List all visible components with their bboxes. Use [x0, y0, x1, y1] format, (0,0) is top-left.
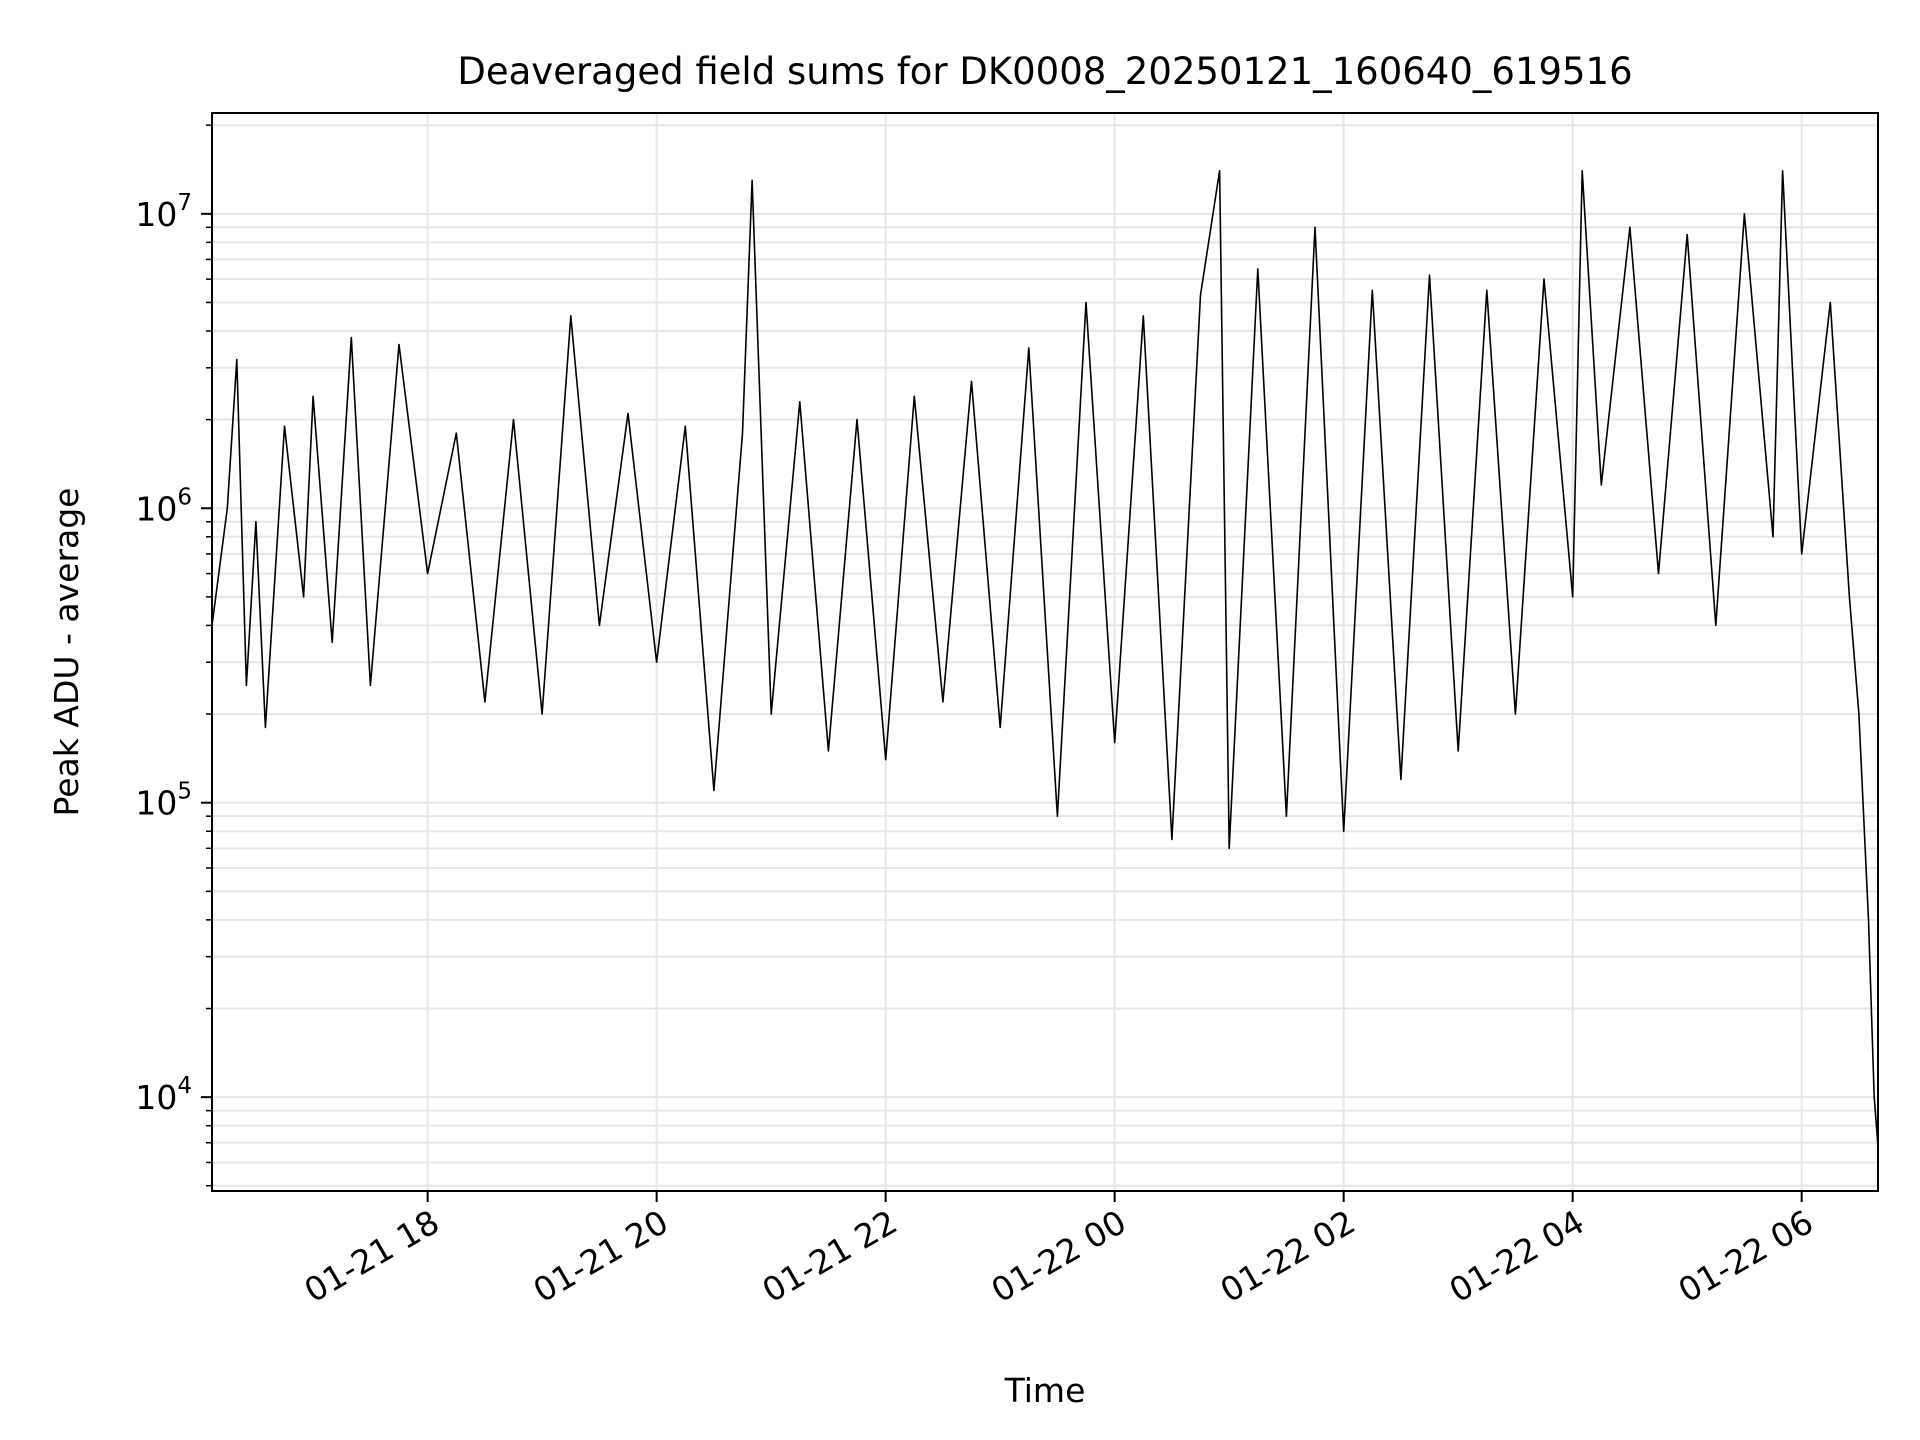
y-tick-label: 104: [135, 1073, 192, 1117]
x-tick-label: 01-21 20: [527, 1202, 675, 1310]
plot-frame: [211, 112, 1879, 1192]
x-tick-label: 01-22 04: [1443, 1202, 1591, 1310]
x-tick-label: 01-22 02: [1214, 1202, 1362, 1310]
chart-title: Deaveraged field sums for DK0008_2025012…: [457, 50, 1632, 93]
y-axis: 104 105 106 107: [135, 124, 212, 1187]
series-line: [211, 170, 1879, 1147]
y-tick-label: 107: [135, 190, 192, 234]
y-tick-label: 106: [135, 484, 192, 528]
grid: [212, 113, 1878, 1191]
x-tick-label: 01-22 00: [985, 1202, 1133, 1310]
x-axis-label: Time: [1004, 1371, 1086, 1410]
y-tick-label: 105: [135, 779, 192, 823]
x-tick-label: 01-22 06: [1672, 1202, 1820, 1310]
series-layer: [211, 170, 1879, 1147]
y-axis-label: Peak ADU - average: [47, 488, 86, 817]
x-tick-label: 01-21 18: [298, 1202, 446, 1310]
x-tick-label: 01-21 22: [756, 1202, 904, 1310]
x-axis: 01-21 18 01-21 20 01-21 22 01-22 00 01-22 02…: [298, 1191, 1820, 1310]
